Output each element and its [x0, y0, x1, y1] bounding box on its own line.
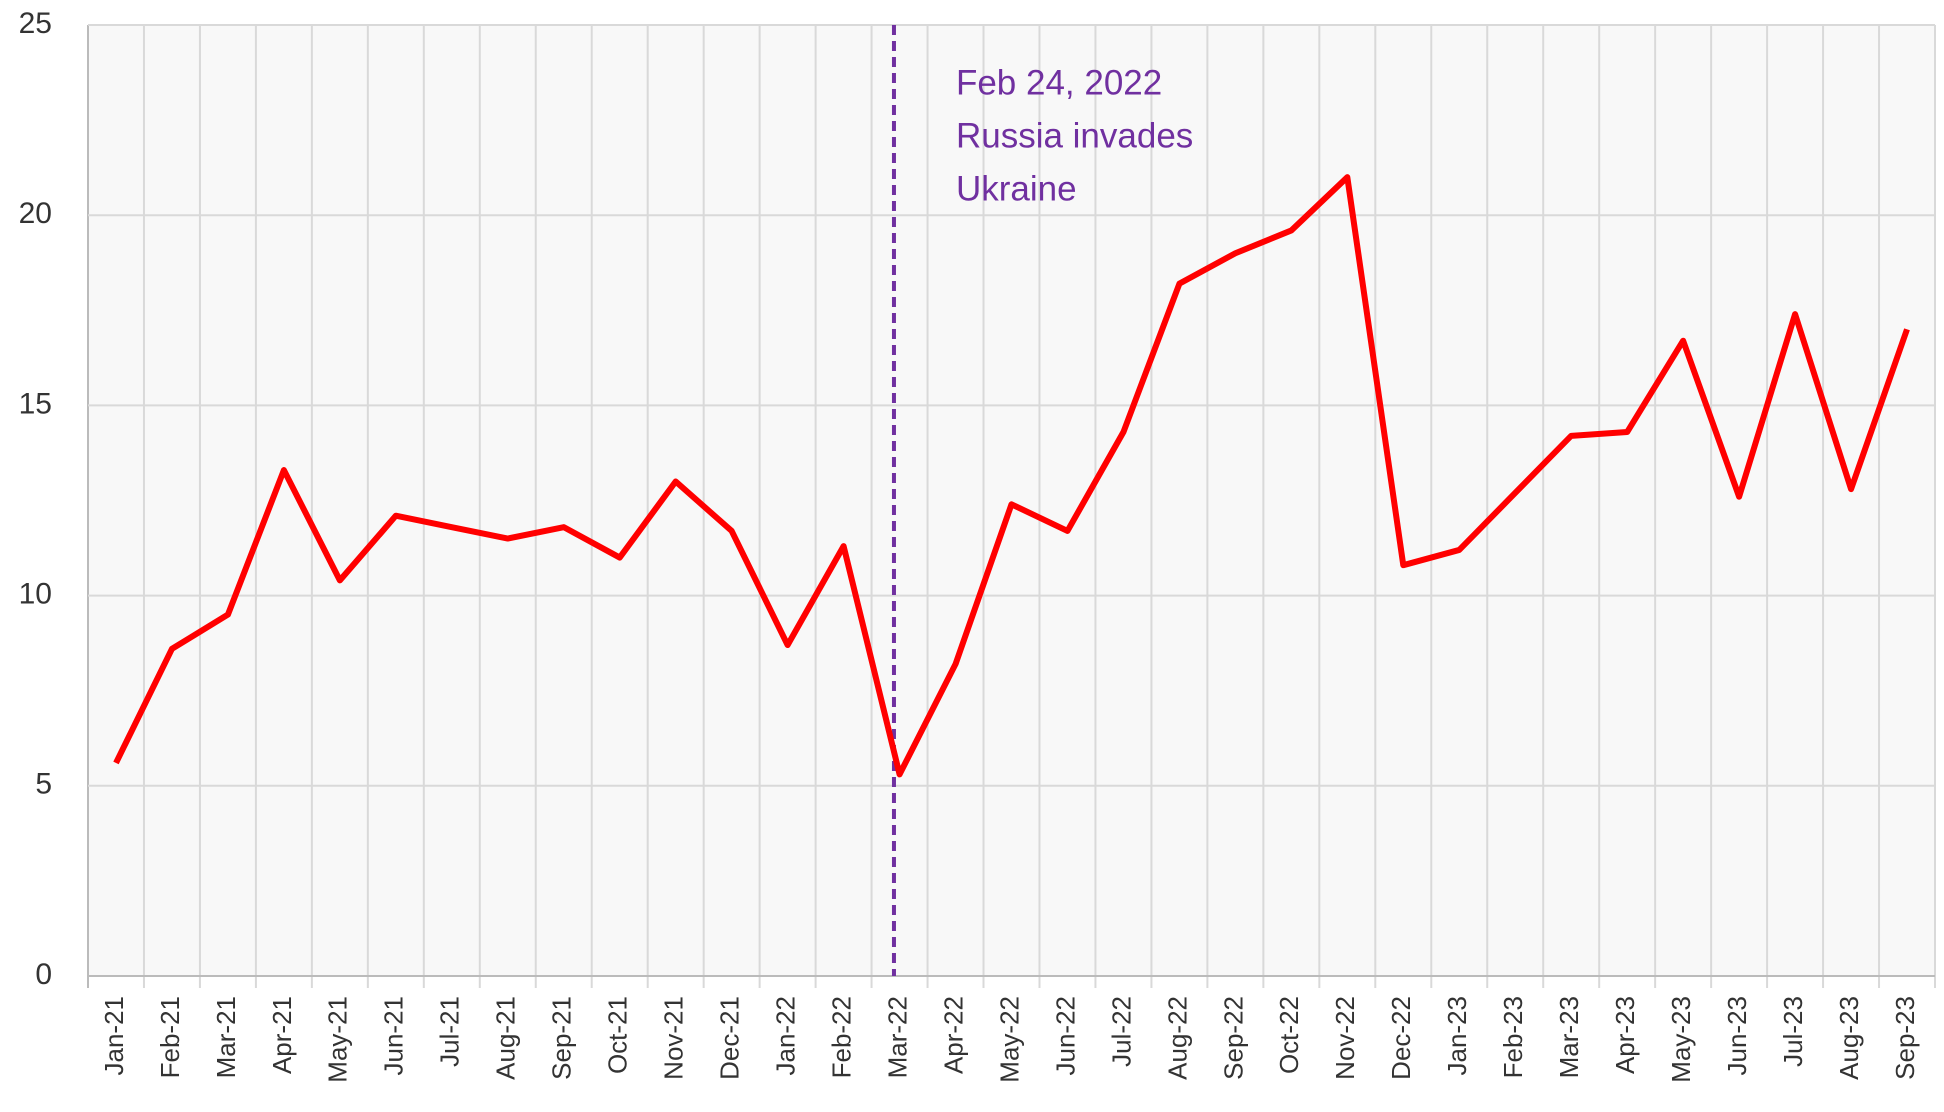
x-tick-label: Nov-21 — [659, 996, 689, 1080]
x-tick-label: Feb-23 — [1498, 996, 1528, 1078]
x-tick-label: May-21 — [323, 996, 353, 1083]
x-tick-label: Jun-23 — [1722, 996, 1752, 1076]
y-tick-label: 25 — [19, 7, 52, 40]
x-tick-label: Nov-22 — [1330, 996, 1360, 1080]
x-tick-label: Aug-23 — [1834, 996, 1864, 1080]
annotation: Feb 24, 2022 — [956, 63, 1162, 102]
x-tick-label: Jun-21 — [379, 996, 409, 1076]
x-tick-label: Jan-21 — [99, 996, 129, 1076]
x-tick-label: Apr-22 — [938, 996, 968, 1074]
x-tick-label: Oct-21 — [603, 996, 633, 1074]
x-tick-label: Jun-22 — [1050, 996, 1080, 1076]
x-tick-label: Jul-23 — [1778, 996, 1808, 1067]
annotation: Russia invades — [956, 116, 1193, 155]
plot-area — [88, 25, 1935, 976]
x-tick-label: Jan-23 — [1442, 996, 1472, 1076]
x-tick-label: May-23 — [1666, 996, 1696, 1083]
x-tick-label: Sep-21 — [547, 996, 577, 1080]
x-tick-label: Sep-22 — [1218, 996, 1248, 1080]
x-tick-label: Mar-21 — [211, 996, 241, 1078]
series-line — [113, 174, 1910, 778]
x-tick-label: Aug-21 — [491, 996, 521, 1080]
x-tick-label: Jul-21 — [435, 996, 465, 1067]
x-tick-label: Oct-22 — [1274, 996, 1304, 1074]
y-tick-label: 15 — [19, 387, 52, 420]
x-tick-label: Feb-22 — [826, 996, 856, 1078]
x-tick-label: Jan-22 — [770, 996, 800, 1076]
x-tick-label: Aug-22 — [1162, 996, 1192, 1080]
x-tick-label: Dec-22 — [1386, 996, 1416, 1080]
y-tick-label: 0 — [35, 958, 52, 991]
x-tick-label: Sep-23 — [1890, 996, 1920, 1080]
x-tick-label: May-22 — [994, 996, 1024, 1083]
x-tick-label: Dec-21 — [715, 996, 745, 1080]
x-tick-label: Mar-22 — [882, 996, 912, 1078]
x-tick-label: Apr-21 — [267, 996, 297, 1074]
x-tick-label: Jul-22 — [1106, 996, 1136, 1067]
y-tick-label: 10 — [19, 578, 52, 611]
x-tick-label: Mar-23 — [1554, 996, 1584, 1078]
y-tick-label: 20 — [19, 197, 52, 230]
annotation: Ukraine — [956, 169, 1077, 208]
y-tick-label: 5 — [35, 768, 52, 801]
x-tick-label: Apr-23 — [1610, 996, 1640, 1074]
x-tick-label: Feb-21 — [155, 996, 185, 1078]
